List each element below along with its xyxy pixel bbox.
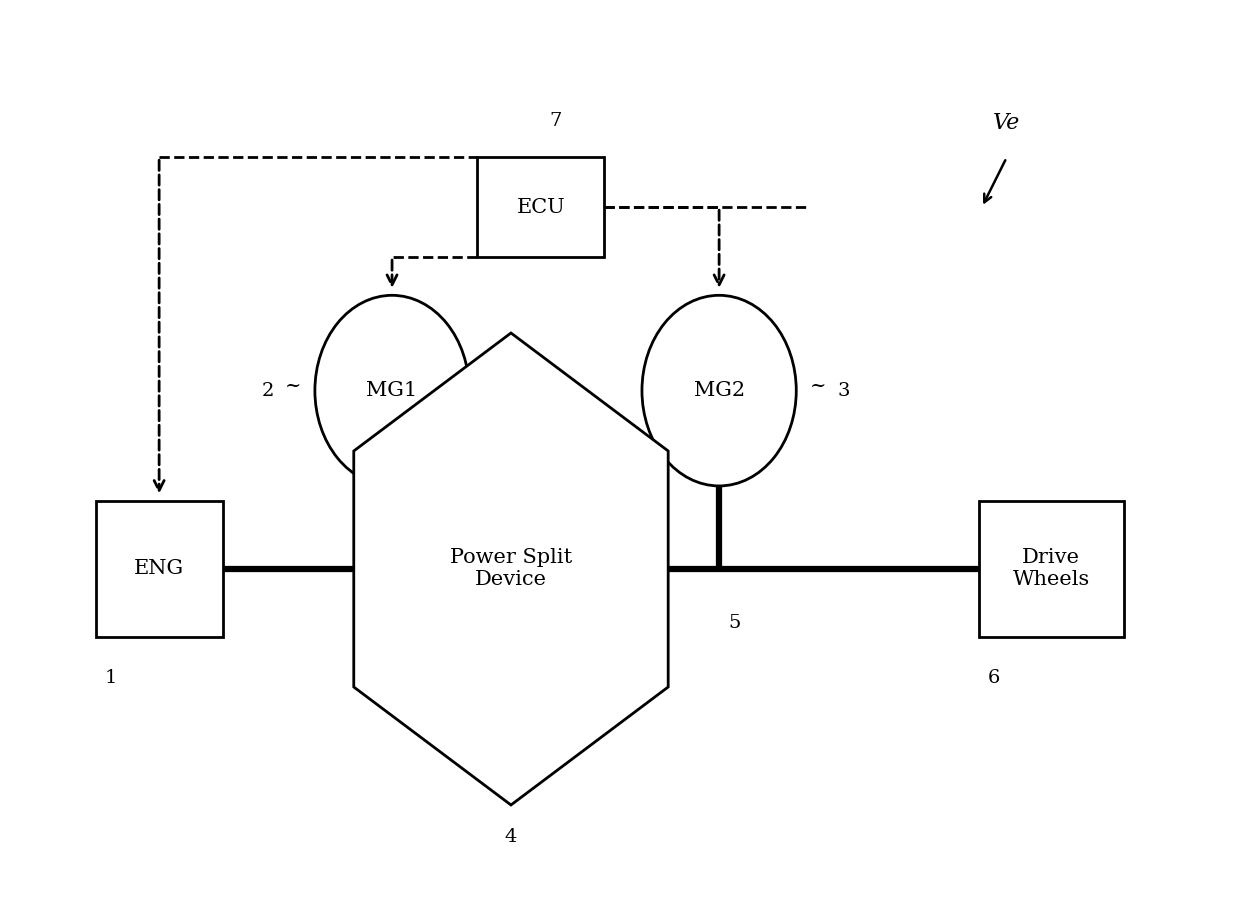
Text: Drive
Wheels: Drive Wheels (1013, 549, 1090, 590)
Ellipse shape (315, 295, 469, 485)
Bar (978, 501, 1123, 637)
Text: ECU: ECU (516, 198, 565, 217)
Bar (95, 501, 223, 637)
Text: MG1: MG1 (366, 381, 418, 400)
Text: 7: 7 (549, 112, 562, 130)
Text: ~: ~ (810, 377, 826, 395)
Text: ~: ~ (285, 377, 301, 395)
Text: 6: 6 (987, 669, 999, 687)
Text: MG2: MG2 (693, 381, 745, 400)
Text: 3: 3 (837, 382, 849, 399)
Text: 5: 5 (728, 615, 740, 632)
Polygon shape (353, 333, 668, 805)
Text: 4: 4 (505, 828, 517, 845)
Text: Power Split
Device: Power Split Device (450, 549, 572, 590)
Text: 2: 2 (262, 382, 274, 399)
Bar (477, 158, 604, 257)
Ellipse shape (642, 295, 796, 485)
Text: Ve: Ve (993, 112, 1021, 134)
Text: ENG: ENG (134, 560, 185, 579)
Text: 1: 1 (104, 669, 117, 687)
